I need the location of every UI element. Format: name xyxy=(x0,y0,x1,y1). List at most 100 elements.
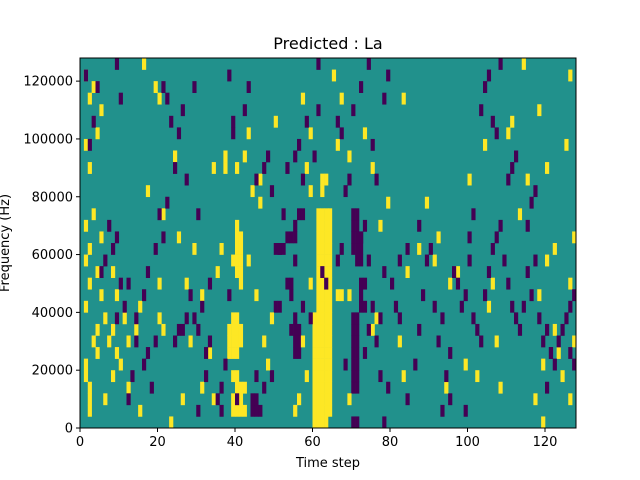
heatmap-cell xyxy=(324,347,329,359)
heatmap-cell xyxy=(440,312,445,325)
heatmap-cell xyxy=(192,312,197,325)
y-tick-label: 40000 xyxy=(32,306,73,321)
heatmap-cell xyxy=(324,393,329,406)
heatmap-cell xyxy=(467,173,472,186)
heatmap-cell xyxy=(506,277,511,290)
heatmap-cell xyxy=(91,335,96,348)
heatmap-cell xyxy=(165,92,170,105)
heatmap-cell xyxy=(328,219,333,232)
heatmap-cell xyxy=(351,358,356,371)
heatmap-cell xyxy=(134,335,139,348)
heatmap-cell xyxy=(114,347,120,359)
plot-frame xyxy=(79,57,577,429)
heatmap-cell xyxy=(548,347,554,359)
heatmap-cell xyxy=(401,92,406,105)
heatmap-cell xyxy=(184,173,189,186)
heatmap-cell xyxy=(517,323,523,336)
heatmap-cell xyxy=(312,150,317,163)
heatmap-cell xyxy=(370,323,375,336)
heatmap-cell xyxy=(176,231,182,244)
heatmap-cell xyxy=(316,358,321,371)
heatmap-cell xyxy=(463,404,468,417)
heatmap-cell xyxy=(122,300,127,313)
heatmap-cell xyxy=(374,173,379,186)
heatmap-cell xyxy=(455,277,461,290)
heatmap-cell xyxy=(204,370,209,383)
heatmap-cell xyxy=(87,138,92,151)
heatmap-cell xyxy=(417,243,422,255)
heatmap-cell xyxy=(572,289,576,302)
heatmap-cell xyxy=(359,300,364,313)
heatmap-cell xyxy=(328,404,333,417)
heatmap-cell xyxy=(157,92,162,105)
heatmap-cell xyxy=(328,323,333,336)
heatmap-cell xyxy=(316,277,321,290)
heatmap-cell xyxy=(118,92,123,105)
heatmap-cell xyxy=(370,138,375,151)
heatmap-cell xyxy=(122,312,127,325)
heatmap-cell xyxy=(552,323,557,336)
heatmap-cell xyxy=(436,335,441,348)
heatmap-cell xyxy=(316,381,321,394)
heatmap-cell xyxy=(238,393,244,406)
heatmap-cell xyxy=(207,277,213,290)
heatmap-cell xyxy=(153,81,158,93)
heatmap-cell xyxy=(258,173,263,186)
heatmap-cell xyxy=(351,370,356,383)
heatmap-cell xyxy=(149,381,154,394)
heatmap-cell xyxy=(308,127,313,140)
heatmap-cell xyxy=(219,381,224,394)
heatmap-cell xyxy=(235,231,240,244)
heatmap-cell xyxy=(347,150,352,163)
heatmap-cell xyxy=(355,312,360,325)
heatmap-cell xyxy=(328,289,333,302)
heatmap-cell xyxy=(320,173,325,186)
heatmap-cell xyxy=(316,335,321,348)
heatmap-cell xyxy=(231,347,236,359)
heatmap-cell xyxy=(320,243,325,255)
y-tick-label: 120000 xyxy=(23,75,73,90)
heatmap-cell xyxy=(227,347,232,359)
heatmap-cell xyxy=(289,323,294,336)
heatmap-cell xyxy=(242,381,247,394)
heatmap-cell xyxy=(254,404,259,417)
heatmap-cell xyxy=(362,347,368,359)
heatmap-cell xyxy=(281,243,286,255)
heatmap-cell xyxy=(262,381,267,394)
heatmap-cell xyxy=(227,289,232,302)
heatmap-cell xyxy=(339,92,344,105)
heatmap-cell xyxy=(312,335,317,348)
heatmap-cell xyxy=(328,243,333,255)
heatmap-cell xyxy=(83,254,89,267)
chart-title: Predicted : La xyxy=(273,34,382,53)
heatmap-cell xyxy=(200,289,205,302)
heatmap-cell xyxy=(560,323,565,336)
heatmap-cell xyxy=(355,335,360,348)
heatmap-cell xyxy=(207,335,213,348)
heatmap-cell xyxy=(227,69,232,82)
heatmap-cell xyxy=(483,138,488,151)
heatmap-cell xyxy=(448,393,453,406)
heatmap-cell xyxy=(254,289,259,302)
heatmap-cell xyxy=(300,335,306,348)
heatmap-cell xyxy=(238,277,244,290)
heatmap-cell xyxy=(83,69,89,82)
heatmap-cells xyxy=(83,58,576,428)
heatmap-cell xyxy=(455,266,461,278)
heatmap-cell xyxy=(479,335,484,348)
heatmap-cell xyxy=(572,335,576,348)
heatmap-cell xyxy=(238,243,244,255)
heatmap-cell xyxy=(386,381,391,394)
heatmap-cell xyxy=(312,393,317,406)
heatmap-cell xyxy=(180,104,185,117)
heatmap-cell xyxy=(362,277,368,290)
heatmap-cell xyxy=(200,300,205,313)
heatmap-cell xyxy=(355,370,360,383)
heatmap-cell xyxy=(490,243,495,255)
heatmap-cell xyxy=(316,254,321,267)
heatmap-cell xyxy=(328,335,333,348)
heatmap-cell xyxy=(250,393,255,406)
heatmap-cell xyxy=(533,254,538,267)
heatmap-cell xyxy=(269,312,275,325)
heatmap-cell xyxy=(405,266,410,278)
